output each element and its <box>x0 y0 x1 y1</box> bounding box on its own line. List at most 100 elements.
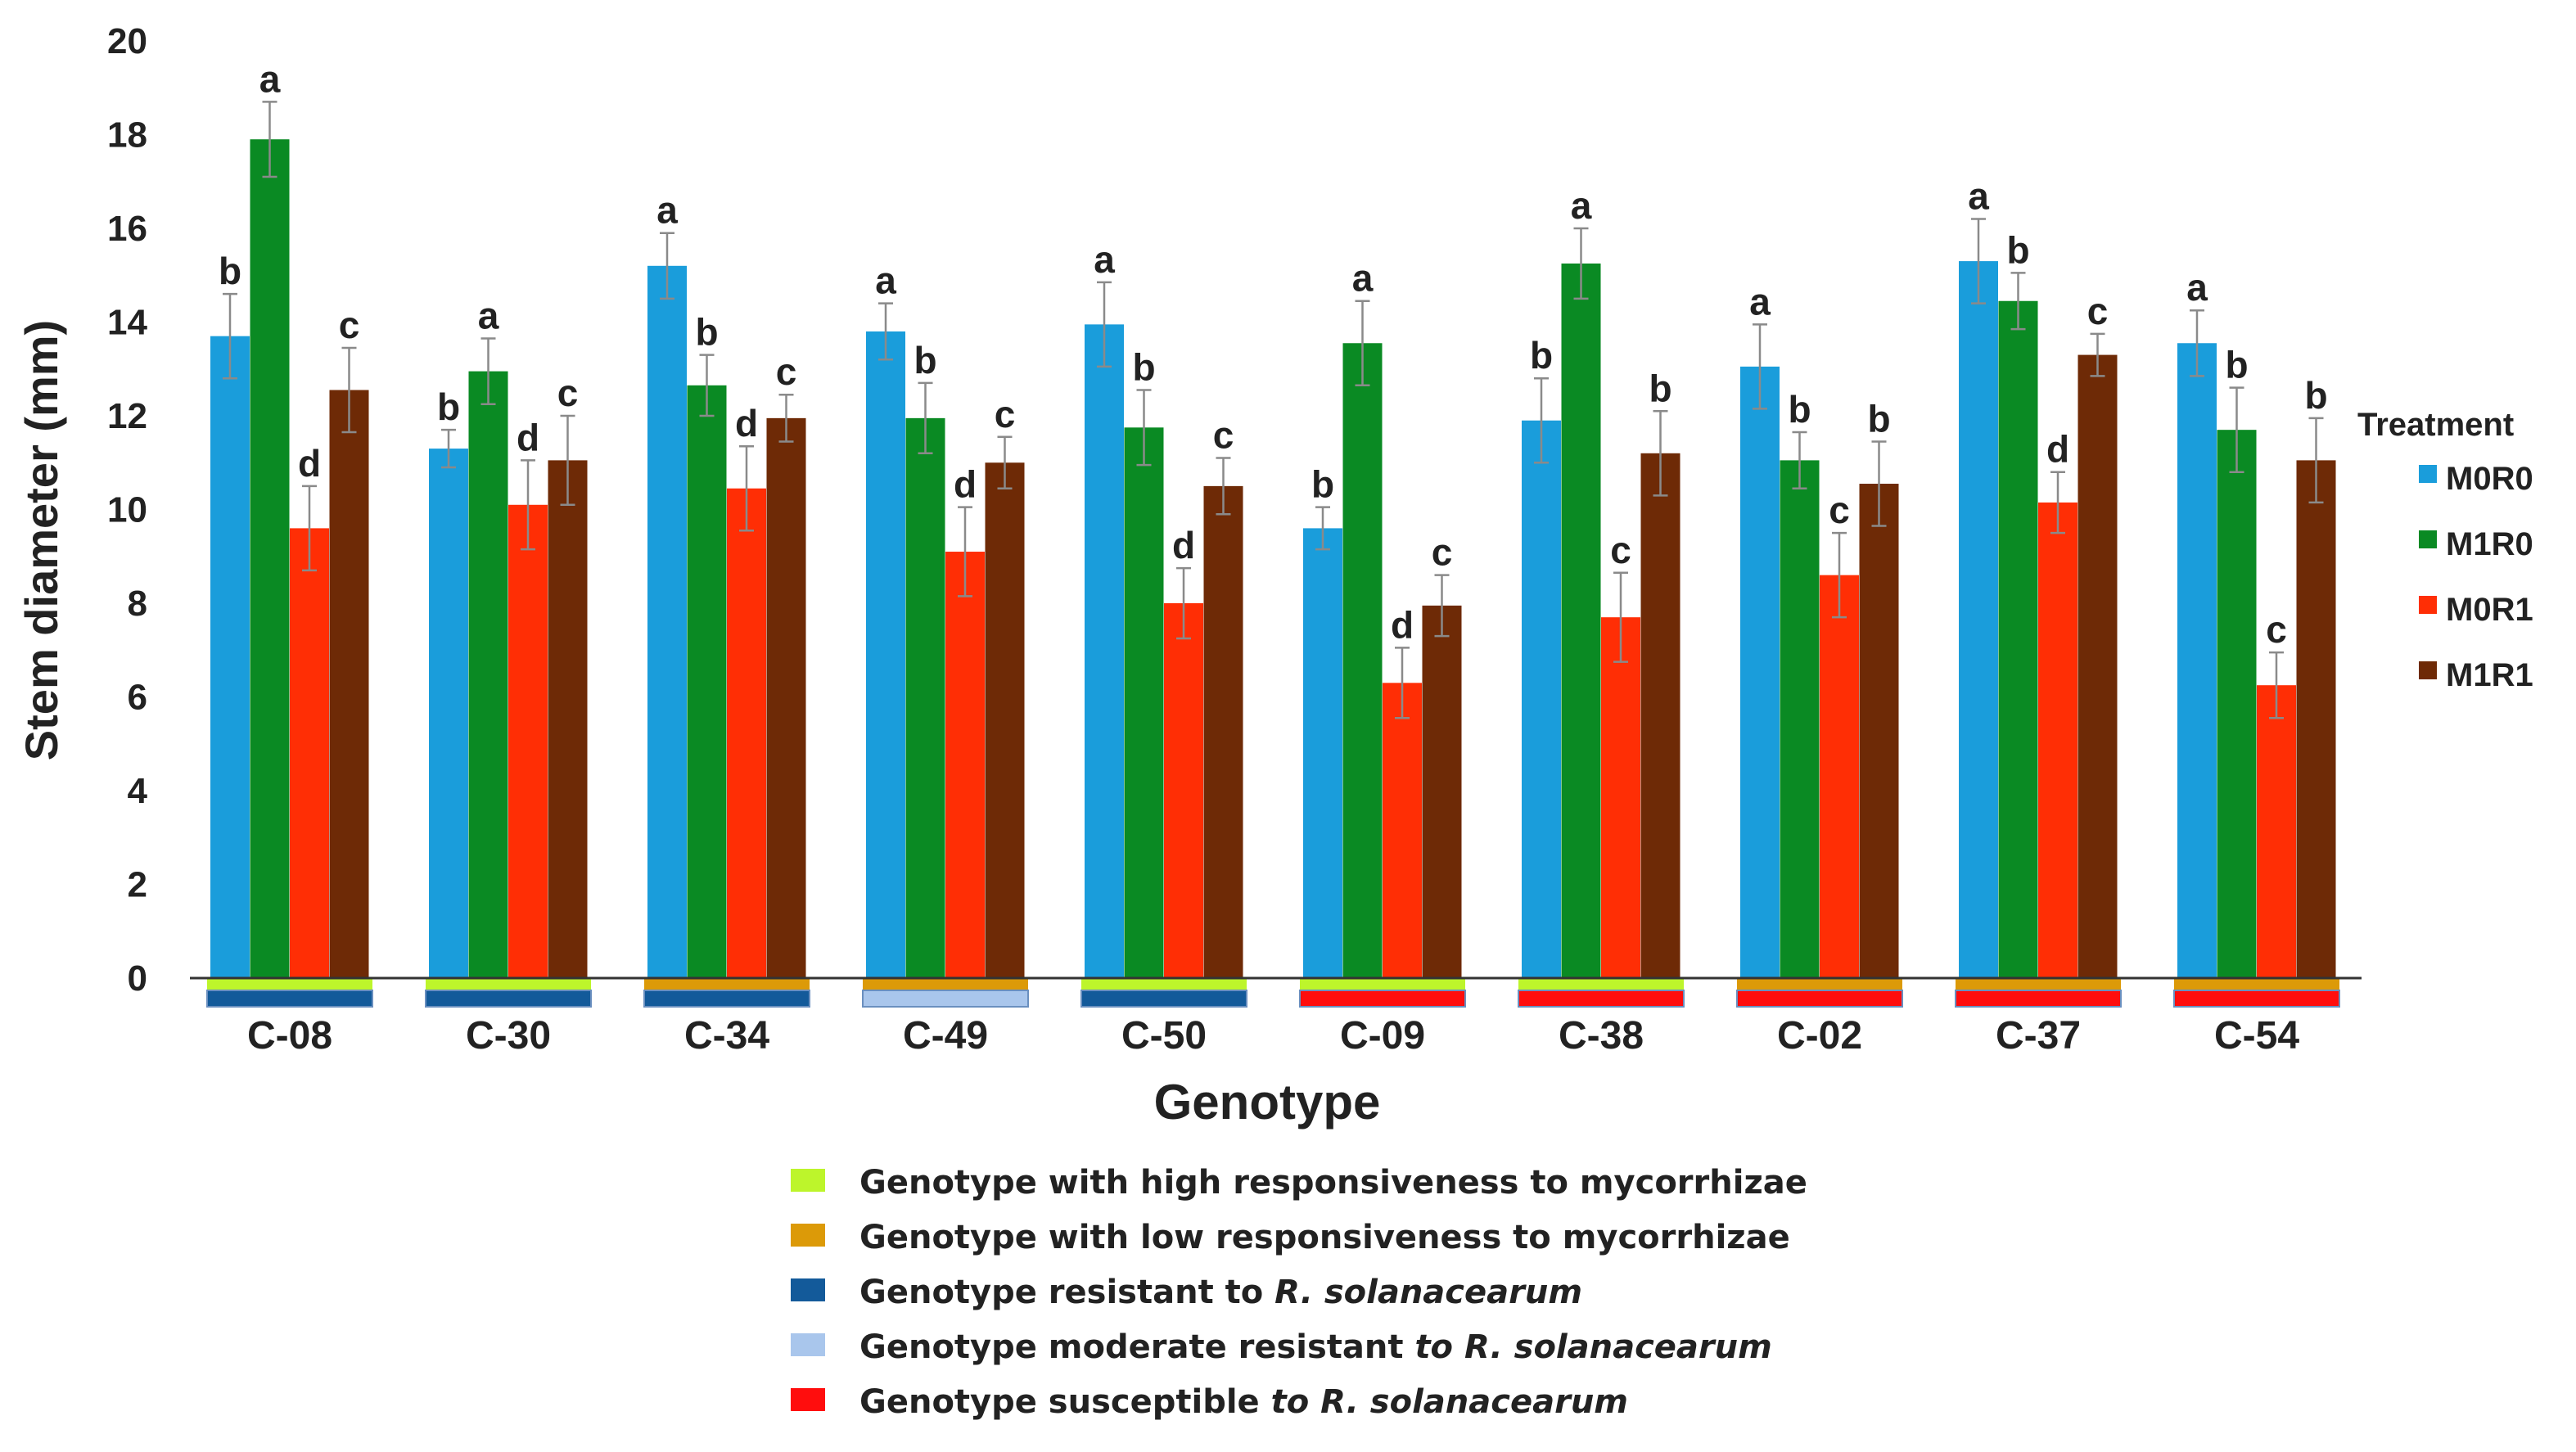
bar-M1R1-C-49 <box>985 462 1025 978</box>
resistance-strip <box>1299 990 1466 1008</box>
bar-M0R0-C-08 <box>210 336 250 978</box>
x-tick-label: C-09 <box>1340 1014 1425 1057</box>
bar-M0R1-C-30 <box>508 504 548 978</box>
responsiveness-strip <box>1518 979 1684 990</box>
bar-M0R0-C-38 <box>1522 420 1561 978</box>
significance-letter: d <box>298 442 321 485</box>
resistance-strip <box>1518 990 1685 1008</box>
x-tick-label: C-34 <box>684 1014 769 1057</box>
significance-letter: b <box>1132 346 1155 389</box>
bar-M1R1-C-08 <box>329 390 369 978</box>
significance-letter: a <box>875 259 896 302</box>
category-swatch-resistant <box>791 1278 825 1301</box>
x-tick-label: C-08 <box>247 1014 332 1057</box>
bar-M1R1-C-54 <box>2296 460 2336 978</box>
significance-letter: b <box>1788 388 1811 431</box>
bar-M0R0-C-30 <box>429 449 468 978</box>
x-tick-label: C-54 <box>2214 1014 2299 1057</box>
resistance-strip <box>643 990 810 1008</box>
legend-swatch-M0R0 <box>2419 465 2437 483</box>
x-tick-label: C-02 <box>1777 1014 1862 1057</box>
significance-letter: c <box>557 372 579 414</box>
y-tick-label: 16 <box>107 209 147 249</box>
bar-M0R1-C-02 <box>1820 575 1859 978</box>
genotype-tag-strips <box>206 979 2340 1008</box>
bar-M1R1-C-09 <box>1422 605 1462 978</box>
responsiveness-strip <box>863 979 1028 990</box>
y-tick-label: 12 <box>107 396 147 436</box>
treatment-legend: M0R0 M1R0 M0R1 M1R1 <box>2419 461 2533 693</box>
category-swatch-low <box>791 1224 825 1247</box>
bar-M1R0-C-54 <box>2217 430 2257 978</box>
significance-letter: c <box>339 304 360 346</box>
bar-M0R0-C-09 <box>1303 528 1342 978</box>
significance-letter: a <box>1749 280 1771 322</box>
bar-M0R0-C-49 <box>866 331 905 978</box>
bar-M0R1-C-09 <box>1383 683 1422 978</box>
bar-M1R0-C-02 <box>1780 460 1820 978</box>
bar-M0R1-C-34 <box>727 488 766 978</box>
legend-label-M0R0: M0R0 <box>2446 461 2533 497</box>
bar-M1R1-C-34 <box>766 417 806 978</box>
significance-letter: b <box>695 311 718 354</box>
x-axis-ticks: C-08 C-30 C-34 C-49 C-50 C-09 C-38 C-02 C-37 C-54 <box>247 1014 2299 1057</box>
significance-letter: c <box>2266 608 2287 651</box>
legend-title: Treatment <box>2357 407 2514 443</box>
significance-letter: c <box>1829 489 1850 531</box>
x-tick-label: C-38 <box>1559 1014 1644 1057</box>
significance-letter: c <box>1610 529 1631 571</box>
legend-swatch-M1R0 <box>2419 530 2437 548</box>
y-axis-title: Stem diameter (mm) <box>16 320 67 760</box>
significance-letter: b <box>437 386 460 428</box>
category-label-susceptible: Genotype susceptible to R. solanacearum <box>859 1383 1628 1421</box>
resistance-strip <box>425 990 592 1008</box>
significance-letter: b <box>1311 463 1334 506</box>
significance-letter: a <box>1352 257 1374 300</box>
bar-M1R1-C-50 <box>1203 485 1243 978</box>
significance-letter: d <box>954 463 977 506</box>
significance-letter: c <box>995 393 1016 435</box>
significance-letter: a <box>1094 238 1115 281</box>
significance-letter: d <box>735 402 758 444</box>
bar-M0R1-C-50 <box>1164 603 1203 978</box>
significance-letter: d <box>1391 603 1414 646</box>
legend-swatch-M0R1 <box>2419 596 2437 614</box>
significance-letter: c <box>776 350 797 393</box>
significance-letter: b <box>1530 334 1553 377</box>
responsiveness-strip <box>426 979 591 990</box>
resistance-strip <box>1080 990 1247 1008</box>
responsiveness-strip <box>1956 979 2121 990</box>
category-swatch-moderate <box>791 1333 825 1356</box>
responsiveness-strip <box>2174 979 2339 990</box>
resistance-strip <box>862 990 1029 1008</box>
responsiveness-strip <box>1300 979 1465 990</box>
bar-M0R1-C-38 <box>1601 617 1640 978</box>
bar-M0R0-C-54 <box>2177 343 2217 978</box>
category-swatch-susceptible <box>791 1388 825 1411</box>
bar-M0R1-C-49 <box>945 552 985 978</box>
significance-letter: b <box>2304 374 2327 417</box>
legend-label-M1R0: M1R0 <box>2446 526 2533 562</box>
significance-letter: b <box>1649 367 1671 409</box>
significance-letter: a <box>656 189 678 232</box>
bar-M0R0-C-37 <box>1959 261 1998 978</box>
significance-letter: c <box>1432 531 1453 574</box>
category-label-resistant: Genotype resistant to R. solanacearum <box>859 1274 1582 1311</box>
y-tick-label: 6 <box>128 678 147 718</box>
bar-M1R1-C-37 <box>2077 354 2118 978</box>
legend-label-M1R1: M1R1 <box>2446 657 2533 693</box>
category-label-moderate: Genotype moderate resistant to R. solana… <box>859 1328 1772 1366</box>
bar-M0R0-C-34 <box>647 265 687 978</box>
significance-letter: b <box>2006 228 2029 271</box>
bar-M1R1-C-02 <box>1859 484 1899 978</box>
y-tick-label: 10 <box>107 490 147 530</box>
y-tick-label: 0 <box>128 958 147 999</box>
legend-swatch-M1R1 <box>2419 661 2437 679</box>
bar-M1R1-C-30 <box>548 460 588 978</box>
bar-M1R1-C-38 <box>1640 453 1680 978</box>
significance-letter: a <box>1968 175 1989 218</box>
y-tick-label: 20 <box>107 21 147 61</box>
x-axis-title: Genotype <box>1154 1075 1381 1130</box>
category-label-high: Genotype with high responsiveness to myc… <box>859 1164 1807 1202</box>
